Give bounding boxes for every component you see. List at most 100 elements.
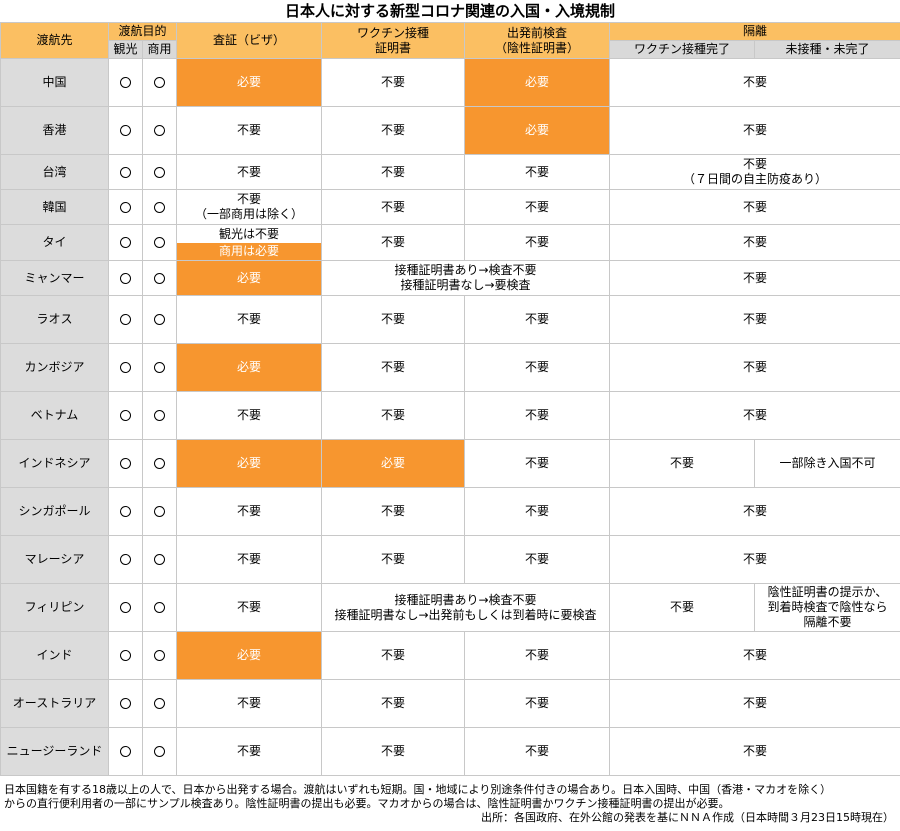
tourism-mark xyxy=(108,631,143,680)
country-cell: ベトナム xyxy=(0,391,109,440)
pretest-cell: 不要 xyxy=(464,535,611,584)
business-mark xyxy=(141,631,178,680)
vaccine-cell: 不要 xyxy=(321,295,466,344)
header-purpose: 渡航目的 xyxy=(107,22,178,41)
business-mark xyxy=(141,487,178,536)
country-cell: マレーシア xyxy=(0,535,109,584)
tourism-mark xyxy=(108,295,143,344)
header-visa: 査証（ビザ） xyxy=(176,22,323,59)
quarantine-vax-cell: 不要 xyxy=(609,439,756,488)
country-cell: タイ xyxy=(0,224,109,261)
header-vaccinated: ワクチン接種完了 xyxy=(609,40,756,59)
table-row: カンボジア 必要 不要 不要 不要 xyxy=(0,343,900,392)
country-cell: ニュージーランド xyxy=(0,727,109,776)
business-mark xyxy=(141,727,178,776)
tourism-mark xyxy=(108,727,143,776)
visa-cell: 必要 xyxy=(176,343,323,392)
visa-cell: 必要 xyxy=(176,260,323,296)
table-row: ベトナム 不要 不要 不要 不要 xyxy=(0,391,900,440)
quarantine-cell: 不要 xyxy=(609,343,900,392)
visa-cell: 観光は不要 商用は必要 xyxy=(176,224,323,261)
footer-notes: 日本国籍を有する18歳以上の人で、日本から出発する場合。渡航はいずれも短期。国・… xyxy=(0,783,900,825)
header-business: 商用 xyxy=(141,40,178,59)
business-mark xyxy=(141,391,178,440)
pretest-cell: 不要 xyxy=(464,727,611,776)
quarantine-cell: 不要 xyxy=(609,106,900,155)
quarantine-cell: 不要 xyxy=(609,679,900,728)
country-cell: ラオス xyxy=(0,295,109,344)
business-mark xyxy=(141,189,178,225)
country-cell: フィリピン xyxy=(0,583,109,632)
business-mark xyxy=(141,58,178,107)
vaccine-cell: 不要 xyxy=(321,727,466,776)
vaccine-cell: 不要 xyxy=(321,679,466,728)
quarantine-cell: 不要 xyxy=(609,295,900,344)
vaccine-cell: 不要 xyxy=(321,631,466,680)
source-note: 出所：各国政府、在外公館の発表を基にＮＮＡ作成（日本時間３月23日15時現在） xyxy=(481,811,894,824)
pretest-cell: 不要 xyxy=(464,343,611,392)
quarantine-cell: 不要 （７日間の自主防疫あり） xyxy=(609,154,900,190)
quarantine-unvax-cell: 陰性証明書の提示か、 到着時検査で陰性なら 隔離不要 xyxy=(754,583,900,632)
pretest-cell: 不要 xyxy=(464,295,611,344)
business-mark xyxy=(141,583,178,632)
visa-cell: 必要 xyxy=(176,631,323,680)
visa-cell: 不要 xyxy=(176,487,323,536)
visa-cell: 必要 xyxy=(176,58,323,107)
country-cell: 中国 xyxy=(0,58,109,107)
country-cell: 台湾 xyxy=(0,154,109,190)
pretest-cell: 必要 xyxy=(464,58,611,107)
quarantine-cell: 不要 xyxy=(609,727,900,776)
business-mark xyxy=(141,154,178,190)
vaccine-cell: 不要 xyxy=(321,391,466,440)
tourism-mark xyxy=(108,391,143,440)
business-mark xyxy=(141,679,178,728)
table-row: 中国 必要 不要 必要 不要 xyxy=(0,58,900,107)
visa-cell: 不要 （一部商用は除く） xyxy=(176,189,323,225)
pretest-cell: 不要 xyxy=(464,679,611,728)
business-mark xyxy=(141,106,178,155)
visa-cell: 必要 xyxy=(176,439,323,488)
pretest-cell: 必要 xyxy=(464,106,611,155)
vaccine-cell: 不要 xyxy=(321,535,466,584)
page-title: 日本人に対する新型コロナ関連の入国・入境規制 xyxy=(284,2,615,20)
visa-cell: 不要 xyxy=(176,727,323,776)
country-cell: オーストラリア xyxy=(0,679,109,728)
tourism-mark xyxy=(108,343,143,392)
tourism-mark xyxy=(108,439,143,488)
tourism-mark xyxy=(108,189,143,225)
pretest-cell: 不要 xyxy=(464,487,611,536)
business-mark xyxy=(141,260,178,296)
visa-cell: 不要 xyxy=(176,106,323,155)
footnote-line: 日本国籍を有する18歳以上の人で、日本から出発する場合。渡航はいずれも短期。国・… xyxy=(4,783,832,796)
vaccine-cell: 不要 xyxy=(321,154,466,190)
vaccine-pretest-cell: 接種証明書あり→検査不要 接種証明書なし→出発前もしくは到着時に要検査 xyxy=(321,583,611,632)
vaccine-cell: 不要 xyxy=(321,189,466,225)
table-row: 香港 不要 不要 必要 不要 xyxy=(0,106,900,155)
country-cell: インドネシア xyxy=(0,439,109,488)
business-mark xyxy=(141,224,178,261)
tourism-mark xyxy=(108,106,143,155)
country-cell: インド xyxy=(0,631,109,680)
pretest-cell: 不要 xyxy=(464,391,611,440)
regulation-table: 渡航先 渡航目的 査証（ビザ） ワクチン接種 証明書 出発前検査 （陰性証明書） 隔… xyxy=(0,22,900,776)
header-tourism: 観光 xyxy=(108,40,143,59)
vaccine-pretest-cell: 接種証明書あり→検査不要 接種証明書なし→要検査 xyxy=(321,260,611,296)
quarantine-cell: 不要 xyxy=(609,535,900,584)
quarantine-cell: 不要 xyxy=(609,487,900,536)
table-row: オーストラリア 不要 不要 不要 不要 xyxy=(0,679,900,728)
table-row: 韓国 不要 （一部商用は除く） 不要 不要 不要 xyxy=(0,189,900,225)
vaccine-cell: 不要 xyxy=(321,106,466,155)
country-cell: カンボジア xyxy=(0,343,109,392)
quarantine-cell: 不要 xyxy=(609,631,900,680)
country-cell: 韓国 xyxy=(0,189,109,225)
vaccine-cell: 必要 xyxy=(321,439,466,488)
footnote-line: からの直行便利用者の一部にサンプル検査あり。陰性証明書の提出も必要。マカオからの… xyxy=(4,797,730,810)
table-row: マレーシア 不要 不要 不要 不要 xyxy=(0,535,900,584)
pretest-cell: 不要 xyxy=(464,189,611,225)
country-cell: ミャンマー xyxy=(0,260,109,296)
table-row: インドネシア 必要 必要 不要 不要 一部除き入国不可 xyxy=(0,439,900,488)
visa-cell: 不要 xyxy=(176,295,323,344)
visa-cell: 不要 xyxy=(176,154,323,190)
pretest-cell: 不要 xyxy=(464,439,611,488)
quarantine-cell: 不要 xyxy=(609,260,900,296)
